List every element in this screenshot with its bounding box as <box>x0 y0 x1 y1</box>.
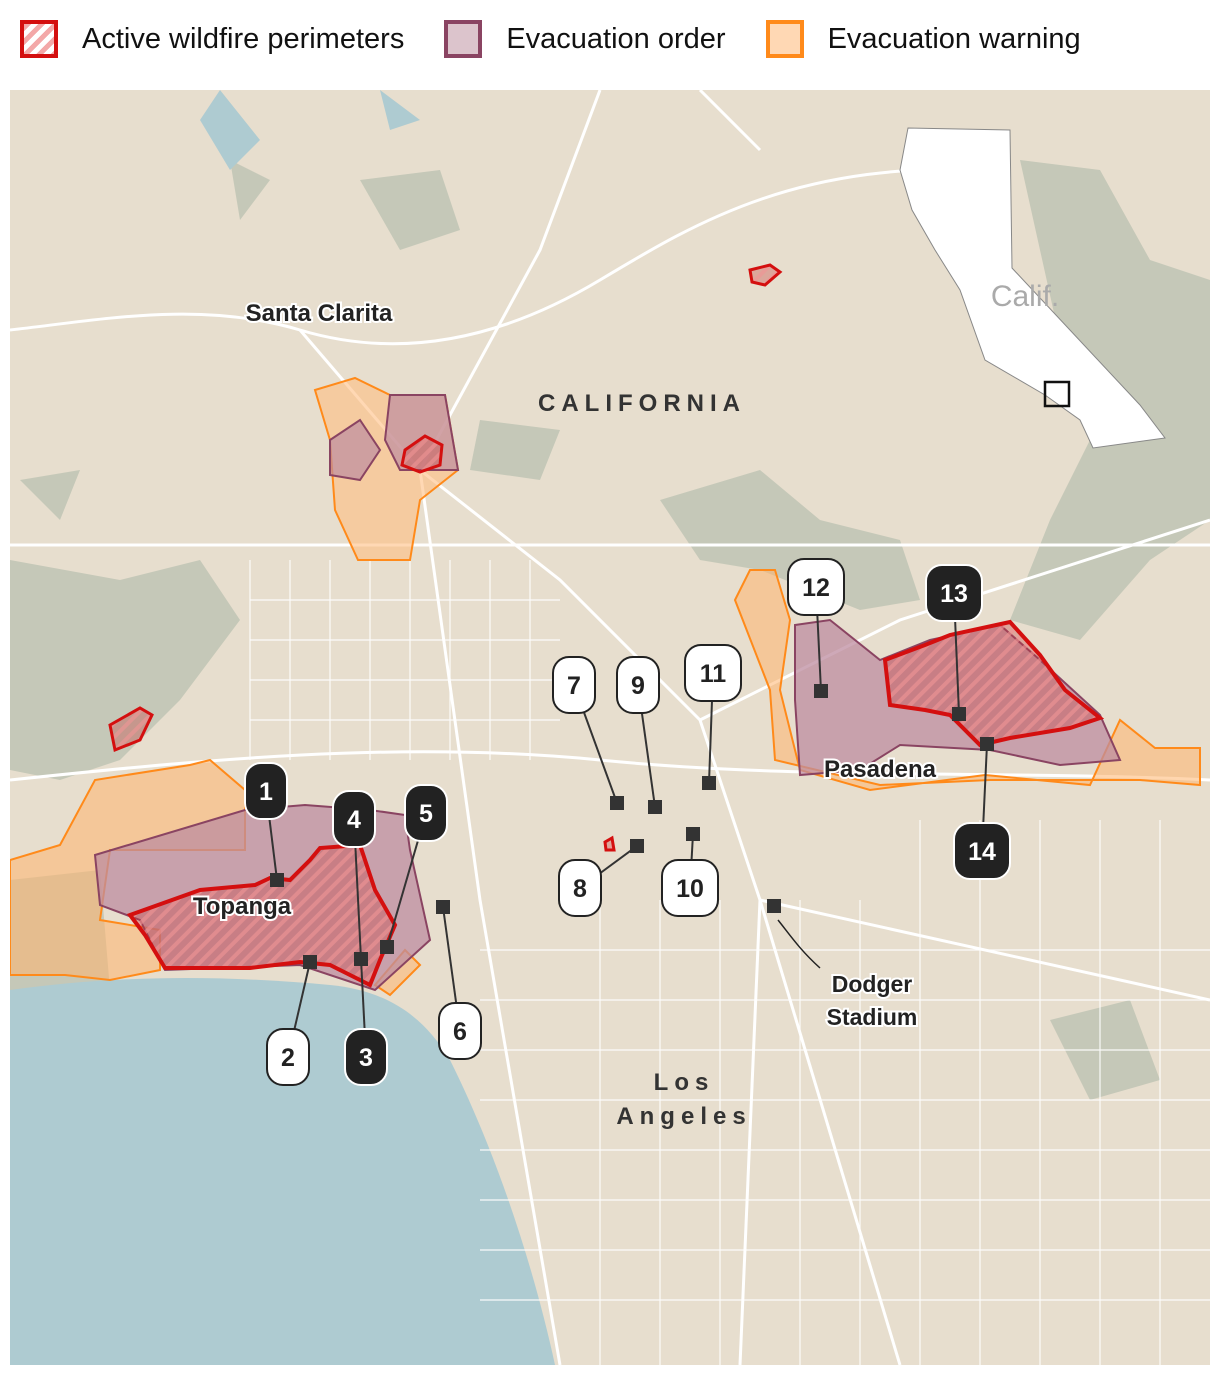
legend-warning-label: Evacuation warning <box>827 22 1081 55</box>
warning-swatch <box>765 20 804 58</box>
legend-fire-label: Active wildfire perimeters <box>82 22 405 55</box>
marker-number: 2 <box>281 1044 295 1072</box>
marker-9: 9 <box>616 656 662 814</box>
dodger-stadium-marker <box>767 899 781 913</box>
marker-7: 7 <box>552 656 624 810</box>
street-grid <box>249 560 1210 1365</box>
marker-square <box>354 952 368 966</box>
order-swatch <box>444 20 483 58</box>
marker-badge <box>787 558 845 616</box>
california-inset <box>899 127 1166 449</box>
marker-badge <box>244 762 288 820</box>
marker-badge <box>616 656 660 714</box>
marker-number: 14 <box>968 838 996 866</box>
marker-5: 5 <box>380 784 448 954</box>
marker-badge <box>953 822 1011 880</box>
marker-number: 6 <box>453 1018 467 1046</box>
marker-11: 11 <box>684 644 742 790</box>
marker-badge <box>266 1028 310 1086</box>
marker-square <box>702 776 716 790</box>
marker-square <box>610 796 624 810</box>
marker-square <box>686 827 700 841</box>
marker-square <box>814 684 828 698</box>
marker-square <box>436 900 450 914</box>
marker-number: 10 <box>676 875 704 903</box>
fire-swatch <box>20 20 58 58</box>
map-legend: Active wildfire perimeters Evacuation or… <box>20 20 1121 58</box>
marker-10: 10 <box>661 827 719 917</box>
marker-number: 12 <box>802 574 830 602</box>
marker-2: 2 <box>266 955 317 1086</box>
marker-number: 5 <box>419 800 433 828</box>
marker-square <box>270 873 284 887</box>
label-angeles: Angeles <box>616 1103 751 1130</box>
inset-locator-box <box>1043 380 1071 408</box>
label-pasadena: Pasadena <box>824 756 937 783</box>
label-stadium: Stadium <box>827 1004 918 1030</box>
fire-small-west <box>108 706 154 753</box>
dodger-arrow <box>777 919 821 969</box>
marker-badge <box>344 1028 388 1086</box>
marker-13: 13 <box>925 564 983 721</box>
marker-number: 7 <box>567 672 581 700</box>
label-los: Los <box>654 1069 715 1096</box>
marker-badge <box>438 1002 482 1060</box>
marker-8: 8 <box>558 839 644 917</box>
lakes <box>200 90 420 170</box>
legend-fire: Active wildfire perimeters <box>20 20 404 58</box>
marker-badge <box>404 784 448 842</box>
fire-eaton <box>882 619 1105 748</box>
marker-square <box>630 839 644 853</box>
marker-14: 14 <box>953 737 1011 880</box>
marker-badge <box>661 859 719 917</box>
warning-zone-east <box>733 569 1201 792</box>
legend-order: Evacuation order <box>444 20 726 58</box>
ocean <box>10 978 555 1365</box>
marker-12: 12 <box>787 558 845 698</box>
legend-warning: Evacuation warning <box>765 20 1081 58</box>
marker-6: 6 <box>436 900 482 1060</box>
marker-square <box>980 737 994 751</box>
marker-4: 4 <box>332 790 376 966</box>
marker-square <box>952 707 966 721</box>
label-santa-clarita: Santa Clarita <box>246 300 393 327</box>
marker-3: 3 <box>344 952 388 1086</box>
marker-badge <box>552 656 596 714</box>
fire-north <box>400 434 444 474</box>
marker-number: 3 <box>359 1044 373 1072</box>
label-inset: Calif. <box>991 280 1059 313</box>
marker-number: 11 <box>700 660 727 688</box>
marker-badge <box>684 644 742 702</box>
marker-badge <box>332 790 376 848</box>
marker-square <box>380 940 394 954</box>
fire-small-central <box>603 835 616 852</box>
fire-palisades <box>126 842 398 988</box>
marker-number: 4 <box>347 806 361 834</box>
label-california: CALIFORNIA <box>538 390 746 417</box>
legend-order-label: Evacuation order <box>506 22 726 55</box>
marker-number: 1 <box>259 778 273 806</box>
marker-square <box>303 955 317 969</box>
label-topanga: Topanga <box>193 893 292 920</box>
marker-number: 9 <box>631 672 645 700</box>
fire-small-northeast <box>748 263 783 287</box>
marker-badge <box>925 564 983 622</box>
marker-square <box>648 800 662 814</box>
marker-badge <box>558 859 602 917</box>
label-dodger: Dodger <box>832 971 913 997</box>
marker-number: 8 <box>573 875 587 903</box>
marker-1: 1 <box>244 762 288 887</box>
marker-number: 13 <box>940 580 968 608</box>
